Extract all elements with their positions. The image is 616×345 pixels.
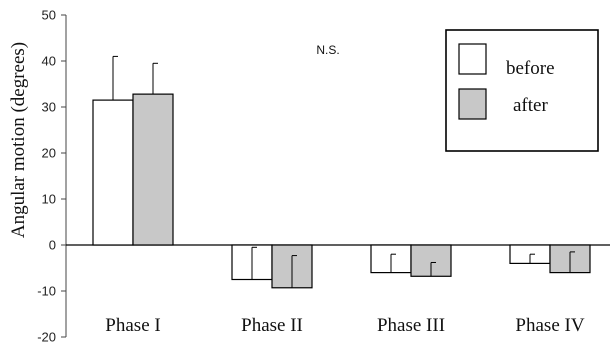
legend-swatch-after: [458, 88, 487, 120]
error-bars: [112, 55, 575, 288]
bar-after: [132, 93, 174, 246]
legend: before after: [445, 29, 599, 152]
y-axis: -20 -10 0 10 20 30 40 50: [37, 8, 67, 345]
y-tick-label: 0: [49, 238, 56, 253]
y-tick-label: 10: [42, 192, 56, 207]
category-labels: Phase I Phase II Phase III Phase IV: [105, 315, 585, 336]
y-tick-label: 30: [42, 100, 56, 115]
y-axis-label: Angular motion (degrees): [8, 42, 29, 238]
category-label: Phase III: [377, 315, 445, 336]
legend-label-after: after: [513, 95, 548, 116]
bar-before: [92, 99, 134, 246]
y-tick-label: 20: [42, 146, 56, 161]
legend-swatch-before: [458, 43, 487, 75]
y-tick-label: -10: [37, 284, 56, 299]
y-tick-label: -20: [37, 330, 56, 345]
category-label: Phase I: [105, 315, 160, 336]
y-tick-label: 40: [42, 54, 56, 69]
legend-label-before: before: [506, 58, 555, 79]
y-tick-label: 50: [42, 8, 56, 23]
category-label: Phase II: [241, 315, 303, 336]
ns-annotation: N.S.: [316, 43, 339, 57]
category-label: Phase IV: [515, 315, 584, 336]
